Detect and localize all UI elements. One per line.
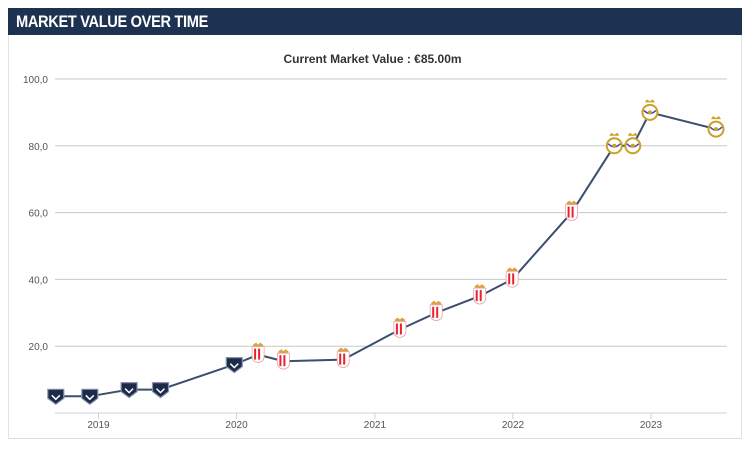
monaco-crest-icon: [276, 349, 290, 370]
monaco-crest-icon: [336, 347, 350, 369]
real-madrid-crest-icon: [707, 116, 725, 138]
x-tick-label: 2023: [640, 420, 663, 431]
real-madrid-crest-icon: [641, 99, 659, 121]
y-tick-label: 40,0: [29, 275, 49, 286]
series-line: [55, 111, 717, 398]
y-tick-label: 20,0: [29, 342, 49, 353]
x-tick-label: 2019: [87, 420, 110, 431]
chart-subtitle: Current Market Value : €85.00m: [283, 52, 462, 66]
data-points: [47, 99, 725, 406]
section-title: MARKET VALUE OVER TIME: [16, 12, 208, 31]
y-tick-label: 80,0: [29, 142, 49, 153]
y-tick-label: 100,0: [23, 75, 48, 86]
bordeaux-crest-icon: [151, 382, 170, 399]
bordeaux-crest-icon: [81, 388, 99, 406]
x-tick-label: 2020: [225, 420, 248, 431]
real-madrid-crest-icon: [605, 132, 623, 155]
x-tick-label: 2021: [364, 420, 387, 431]
section-header: MARKET VALUE OVER TIME: [8, 8, 742, 35]
monaco-crest-icon: [251, 342, 265, 364]
monaco-crest-icon: [429, 300, 443, 322]
grid-lines: [55, 78, 727, 347]
bordeaux-crest-icon: [47, 388, 65, 406]
x-tick-label: 2022: [502, 420, 525, 431]
bordeaux-crest-icon: [120, 382, 138, 399]
monaco-crest-icon: [473, 284, 487, 305]
monaco-crest-icon: [505, 267, 519, 288]
panel-divider: [8, 438, 742, 439]
series-line-group: [55, 111, 717, 398]
monaco-crest-icon: [393, 317, 407, 338]
monaco-crest-icon: [565, 200, 578, 222]
bordeaux-crest-icon: [225, 357, 243, 374]
y-tick-label: 60,0: [29, 209, 49, 220]
x-axis-ticks: 2019 2020 2021 2022 2023: [87, 413, 663, 431]
real-madrid-crest-icon: [624, 132, 642, 155]
y-axis-ticks: 100,0 80,0 60,0 40,0 20,0: [23, 75, 48, 353]
